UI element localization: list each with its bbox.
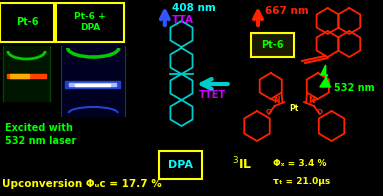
Text: Upconversion Φᵤᴄ = 17.7 %: Upconversion Φᵤᴄ = 17.7 % <box>2 179 162 189</box>
Text: TTA: TTA <box>172 15 194 25</box>
Bar <box>69 83 116 86</box>
Text: N: N <box>309 95 315 104</box>
Bar <box>3 46 50 101</box>
Text: Pt-6 +
DPA: Pt-6 + DPA <box>74 12 106 32</box>
Text: O: O <box>266 109 272 115</box>
Polygon shape <box>320 65 331 87</box>
Bar <box>75 84 110 86</box>
Text: 532 nm: 532 nm <box>334 83 374 93</box>
Text: 408 nm: 408 nm <box>172 3 215 13</box>
Text: Pt-6: Pt-6 <box>262 40 284 50</box>
Bar <box>61 44 124 116</box>
Text: TTET: TTET <box>199 90 226 100</box>
Text: 532 nm laser: 532 nm laser <box>5 136 76 146</box>
Bar <box>61 44 124 116</box>
Text: $^3$IL: $^3$IL <box>232 156 252 172</box>
Text: Pt: Pt <box>290 103 299 113</box>
FancyBboxPatch shape <box>251 33 294 57</box>
Bar <box>65 81 119 88</box>
Text: Excited with: Excited with <box>5 123 73 133</box>
Bar <box>10 74 29 78</box>
Text: O: O <box>317 109 323 115</box>
Text: Pt-6: Pt-6 <box>16 17 39 27</box>
Circle shape <box>287 101 301 115</box>
Bar <box>7 74 46 78</box>
Text: DPA: DPA <box>168 160 193 170</box>
Text: N: N <box>273 95 280 104</box>
Text: τₜ = 21.0μs: τₜ = 21.0μs <box>273 177 330 185</box>
Text: Φₓ = 3.4 %: Φₓ = 3.4 % <box>273 160 326 169</box>
Text: 667 nm: 667 nm <box>265 6 309 16</box>
